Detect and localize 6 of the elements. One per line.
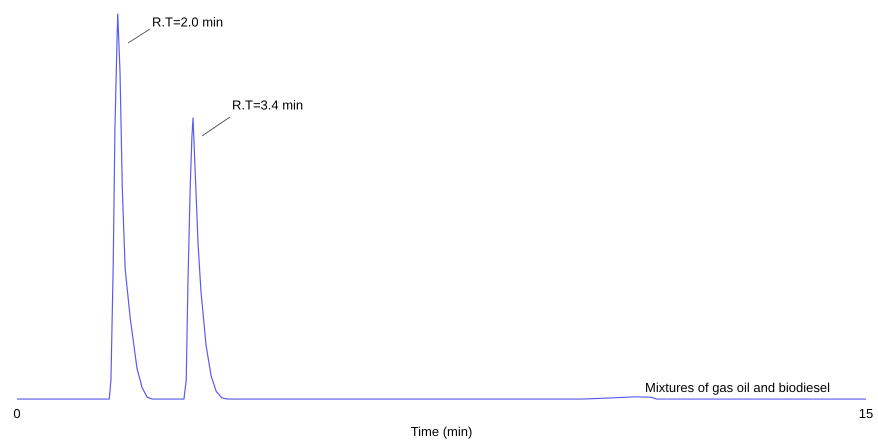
- annotation: R.T=2.0 min: [152, 14, 224, 30]
- x-tick-label: 15: [858, 406, 874, 422]
- x-axis-title: Time (min): [410, 424, 472, 439]
- x-tick-label: 0: [13, 406, 21, 422]
- annotation: Mixtures of gas oil and biodiesel: [645, 380, 830, 395]
- annotation: R.T=3.4 min: [232, 98, 304, 112]
